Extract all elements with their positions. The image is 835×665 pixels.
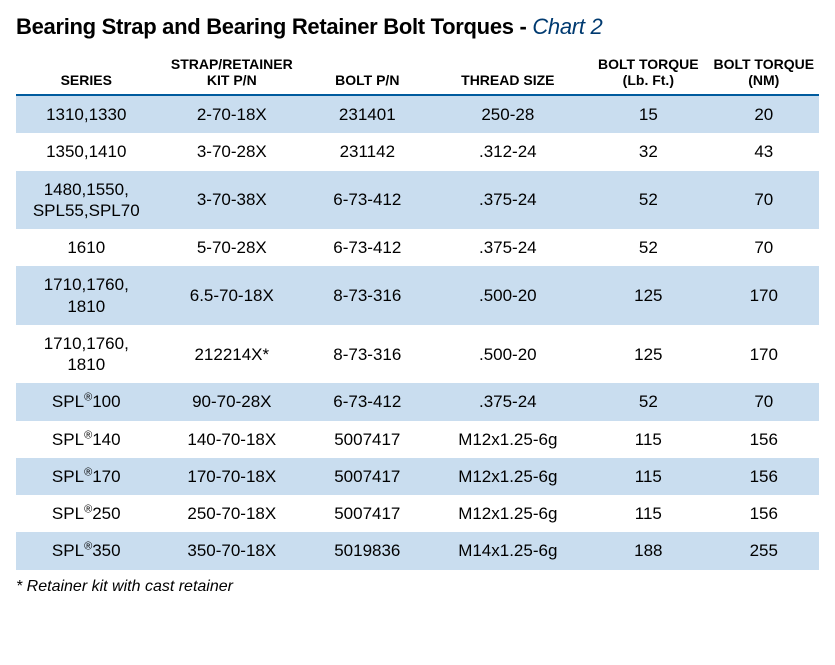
cell-series: SPL®100	[16, 383, 157, 420]
cell-thread: M12x1.25-6g	[428, 421, 589, 458]
cell-torque-lb: 115	[588, 421, 708, 458]
col-torque-nm: BOLT TORQUE (NM)	[709, 52, 819, 95]
page-container: Bearing Strap and Bearing Retainer Bolt …	[0, 0, 835, 606]
cell-torque-lb: 52	[588, 171, 708, 230]
cell-kit-pn: 250-70-18X	[157, 495, 308, 532]
cell-bolt-pn: 6-73-412	[307, 383, 427, 420]
cell-torque-lb: 52	[588, 383, 708, 420]
cell-bolt-pn: 5007417	[307, 421, 427, 458]
torque-table: SERIES STRAP/RETAINER KIT P/N BOLT P/N T…	[16, 52, 819, 570]
cell-kit-pn: 3-70-28X	[157, 133, 308, 170]
table-row: SPL®140140-70-18X5007417M12x1.25-6g11515…	[16, 421, 819, 458]
cell-torque-nm: 255	[709, 532, 819, 569]
table-row: SPL®170170-70-18X5007417M12x1.25-6g11515…	[16, 458, 819, 495]
cell-thread: 250-28	[428, 95, 589, 133]
cell-bolt-pn: 5007417	[307, 458, 427, 495]
cell-bolt-pn: 231401	[307, 95, 427, 133]
cell-series: 1350,1410	[16, 133, 157, 170]
cell-bolt-pn: 8-73-316	[307, 325, 427, 384]
cell-torque-lb: 188	[588, 532, 708, 569]
cell-torque-nm: 156	[709, 421, 819, 458]
table-row: 1710,1760, 18106.5-70-18X8-73-316.500-20…	[16, 266, 819, 325]
cell-thread: M14x1.25-6g	[428, 532, 589, 569]
cell-kit-pn: 3-70-38X	[157, 171, 308, 230]
table-row: 1480,1550, SPL55,SPL703-70-38X6-73-412.3…	[16, 171, 819, 230]
cell-kit-pn: 140-70-18X	[157, 421, 308, 458]
cell-series: 1610	[16, 229, 157, 266]
cell-torque-nm: 156	[709, 495, 819, 532]
table-row: 1310,13302-70-18X231401250-281520	[16, 95, 819, 133]
cell-torque-nm: 70	[709, 171, 819, 230]
cell-kit-pn: 90-70-28X	[157, 383, 308, 420]
table-row: SPL®10090-70-28X6-73-412.375-245270	[16, 383, 819, 420]
cell-torque-nm: 20	[709, 95, 819, 133]
cell-bolt-pn: 6-73-412	[307, 171, 427, 230]
col-thread: THREAD SIZE	[428, 52, 589, 95]
cell-thread: M12x1.25-6g	[428, 495, 589, 532]
col-bolt-pn: BOLT P/N	[307, 52, 427, 95]
cell-torque-nm: 70	[709, 229, 819, 266]
cell-thread: .375-24	[428, 171, 589, 230]
cell-torque-nm: 170	[709, 325, 819, 384]
cell-kit-pn: 2-70-18X	[157, 95, 308, 133]
table-row: 16105-70-28X6-73-412.375-245270	[16, 229, 819, 266]
cell-torque-lb: 52	[588, 229, 708, 266]
cell-thread: .375-24	[428, 229, 589, 266]
cell-bolt-pn: 6-73-412	[307, 229, 427, 266]
table-row: SPL®250250-70-18X5007417M12x1.25-6g11515…	[16, 495, 819, 532]
cell-bolt-pn: 5019836	[307, 532, 427, 569]
page-title: Bearing Strap and Bearing Retainer Bolt …	[16, 14, 819, 40]
col-series: SERIES	[16, 52, 157, 95]
cell-kit-pn: 170-70-18X	[157, 458, 308, 495]
cell-series: SPL®140	[16, 421, 157, 458]
cell-thread: .312-24	[428, 133, 589, 170]
table-body: 1310,13302-70-18X231401250-2815201350,14…	[16, 95, 819, 570]
cell-torque-lb: 125	[588, 266, 708, 325]
table-row: 1350,14103-70-28X231142.312-243243	[16, 133, 819, 170]
cell-thread: .500-20	[428, 266, 589, 325]
col-torque-lb: BOLT TORQUE (Lb. Ft.)	[588, 52, 708, 95]
cell-torque-nm: 156	[709, 458, 819, 495]
cell-kit-pn: 350-70-18X	[157, 532, 308, 569]
table-header-row: SERIES STRAP/RETAINER KIT P/N BOLT P/N T…	[16, 52, 819, 95]
cell-series: 1710,1760, 1810	[16, 266, 157, 325]
cell-kit-pn: 5-70-28X	[157, 229, 308, 266]
cell-torque-nm: 43	[709, 133, 819, 170]
cell-series: 1310,1330	[16, 95, 157, 133]
cell-thread: .375-24	[428, 383, 589, 420]
cell-series: SPL®350	[16, 532, 157, 569]
cell-series: 1480,1550, SPL55,SPL70	[16, 171, 157, 230]
cell-series: 1710,1760, 1810	[16, 325, 157, 384]
cell-torque-lb: 32	[588, 133, 708, 170]
col-kit-pn: STRAP/RETAINER KIT P/N	[157, 52, 308, 95]
cell-kit-pn: 6.5-70-18X	[157, 266, 308, 325]
title-subtitle: Chart 2	[532, 14, 602, 39]
cell-kit-pn: 212214X*	[157, 325, 308, 384]
footnote: * Retainer kit with cast retainer	[16, 578, 819, 596]
cell-torque-nm: 170	[709, 266, 819, 325]
cell-bolt-pn: 5007417	[307, 495, 427, 532]
cell-series: SPL®170	[16, 458, 157, 495]
cell-torque-lb: 125	[588, 325, 708, 384]
table-row: SPL®350350-70-18X5019836M14x1.25-6g18825…	[16, 532, 819, 569]
cell-torque-nm: 70	[709, 383, 819, 420]
table-row: 1710,1760, 1810212214X*8-73-316.500-2012…	[16, 325, 819, 384]
cell-bolt-pn: 231142	[307, 133, 427, 170]
cell-bolt-pn: 8-73-316	[307, 266, 427, 325]
cell-thread: .500-20	[428, 325, 589, 384]
cell-series: SPL®250	[16, 495, 157, 532]
cell-thread: M12x1.25-6g	[428, 458, 589, 495]
title-main: Bearing Strap and Bearing Retainer Bolt …	[16, 14, 532, 39]
cell-torque-lb: 15	[588, 95, 708, 133]
cell-torque-lb: 115	[588, 458, 708, 495]
cell-torque-lb: 115	[588, 495, 708, 532]
